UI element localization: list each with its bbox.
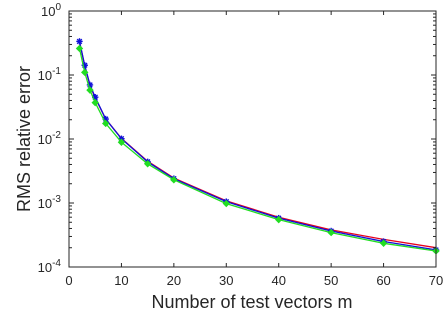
y-tick-base: 10 (38, 68, 52, 83)
y-tick-base: 10 (38, 260, 52, 275)
data-point-diamond (101, 119, 110, 128)
x-tick-label: 40 (271, 273, 285, 288)
y-tick-label: 10-3 (38, 194, 62, 211)
data-point-diamond (81, 68, 89, 77)
data-point-diamond (379, 239, 388, 247)
x-tick-label: 20 (167, 273, 181, 288)
y-tick-label: 10-1 (38, 66, 62, 83)
y-tick-label: 10-2 (38, 130, 62, 147)
data-point-asterisk (76, 38, 83, 45)
plot-area (69, 11, 436, 267)
x-tick-label: 50 (324, 273, 338, 288)
y-tick-base: 10 (41, 4, 55, 19)
y-axis-title: RMS relative error (14, 66, 34, 212)
data-point-diamond (117, 138, 126, 146)
x-tick-label: 60 (376, 273, 390, 288)
x-axis: 0 10 20 30 40 50 60 70 (65, 11, 443, 288)
y-tick-base: 10 (38, 196, 52, 211)
series-layer (75, 38, 440, 255)
series-3 (75, 44, 440, 255)
y-tick-label: 100 (41, 2, 61, 19)
y-tick-exponent: -3 (52, 194, 61, 205)
y-tick-exponent: -4 (52, 258, 61, 269)
y-tick-exponent: 0 (55, 2, 61, 13)
x-tick-label: 70 (429, 273, 443, 288)
data-point-diamond (275, 215, 283, 224)
asterisk-stroke (76, 38, 83, 45)
data-point-diamond (170, 176, 178, 184)
data-point-diamond (75, 44, 84, 53)
y-tick-exponent: -1 (52, 66, 61, 77)
x-tick-label: 30 (219, 273, 233, 288)
data-point-diamond (327, 228, 335, 237)
y-tick-base: 10 (38, 132, 52, 147)
x-tick-label: 10 (114, 273, 128, 288)
y-tick-label: 10-4 (38, 258, 62, 275)
x-tick-label: 0 (65, 273, 72, 288)
data-point-diamond (91, 98, 99, 107)
data-point-diamond (86, 86, 94, 94)
x-axis-title: Number of test vectors m (151, 292, 352, 312)
y-tick-exponent: -2 (52, 130, 61, 141)
data-point-diamond (143, 160, 152, 168)
data-point-diamond (222, 199, 230, 208)
